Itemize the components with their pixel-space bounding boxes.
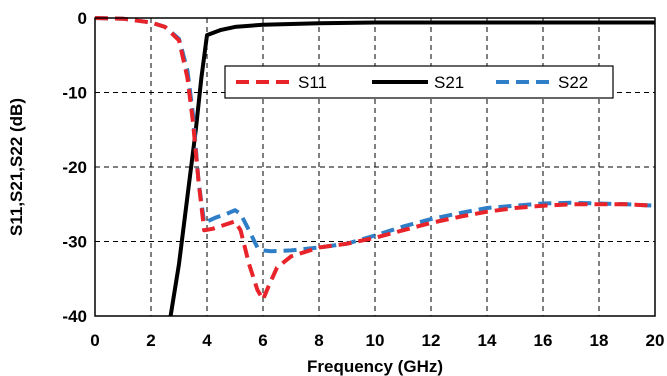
series-line-s21 [168, 20, 655, 317]
x-tick-label: 16 [534, 331, 553, 350]
x-tick-label: 8 [314, 331, 323, 350]
x-tick-label: 6 [258, 331, 267, 350]
legend-label-s21: S21 [434, 73, 464, 92]
x-axis-title: Frequency (GHz) [307, 357, 443, 376]
y-axis-title: S11,S21,S22 (dB) [7, 98, 26, 236]
legend-label-s11: S11 [298, 73, 327, 92]
x-tick-label: 12 [422, 331, 441, 350]
x-tick-label: 14 [478, 331, 497, 350]
y-tick-label: -40 [62, 307, 87, 326]
legend-label-s22: S22 [558, 73, 588, 92]
x-tick-label: 0 [90, 331, 99, 350]
x-tick-label: 20 [646, 331, 665, 350]
series-lines [94, 16, 656, 317]
x-tick-label: 18 [590, 331, 609, 350]
x-tick-label: 4 [202, 331, 212, 350]
y-tick-label: -30 [62, 233, 87, 252]
tick-labels: 0 2 4 6 8 10 12 14 16 18 20 0 -10 -20 -30 -40 [62, 9, 664, 350]
y-tick-label: -20 [62, 158, 87, 177]
plot-frame [94, 17, 656, 317]
x-tick-label: 2 [146, 331, 155, 350]
y-tick-label: 0 [78, 9, 87, 28]
legend: S11 S21 S22 [224, 65, 614, 99]
x-tick-label: 10 [366, 331, 385, 350]
y-tick-label: -10 [62, 84, 87, 103]
series-line-s11 [94, 16, 656, 302]
